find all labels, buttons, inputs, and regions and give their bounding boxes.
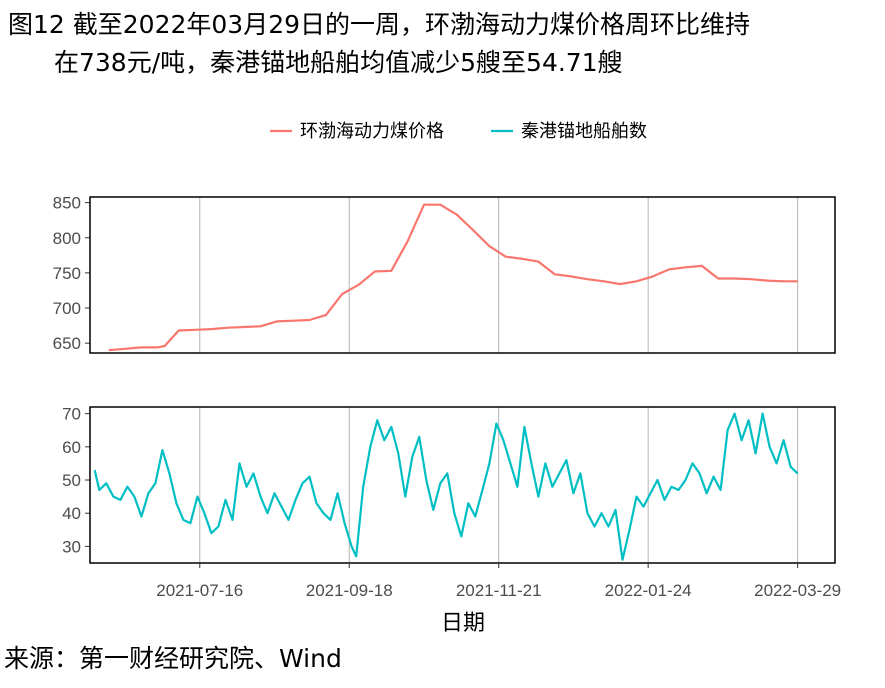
x-tick-label: 2021-11-21 [456,581,542,600]
x-tick-label: 2022-01-24 [605,581,692,600]
y-tick-label: 700 [53,299,81,318]
y-tick-label: 30 [62,537,81,556]
ship-count-panel: 30 40 50 60 70 [62,405,836,564]
caption-line-2: 在738元/吨，秦港锚地船舶均值减少5艘至54.71艘 [54,48,623,77]
x-axis: 2021-07-16 2021-09-18 2021-11-21 2022-01-24… [156,563,841,600]
y-tick-label: 750 [53,264,81,283]
y-tick-label: 650 [53,334,81,353]
x-tick-label: 2022-03-29 [754,581,841,600]
series-line-coal-price [108,203,798,352]
panel-frame [89,196,836,354]
y-tick-label: 40 [62,504,81,523]
y-tick-label: 50 [62,471,81,490]
y-tick-label: 60 [62,438,81,457]
x-tick-label: 2021-07-16 [156,581,243,600]
figure-caption: 图12 截至2022年03月29日的一周，环渤海动力煤价格周环比维持 在738元… [8,6,880,82]
chart-legend: 环渤海动力煤价格 秦港锚地船舶数 [270,121,647,142]
x-tick-label: 2021-09-18 [306,581,393,600]
legend-label-coal-price: 环渤海动力煤价格 [300,121,444,142]
series-line-ship-count [93,412,799,561]
source-note: 来源：第一财经研究院、Wind [4,644,342,673]
y-tick-label: 70 [62,405,81,424]
x-axis-label: 日期 [441,611,485,636]
coal-price-panel: 650 700 750 800 850 [53,194,836,354]
y-tick-label: 800 [53,229,81,248]
caption-line-1: 图12 截至2022年03月29日的一周，环渤海动力煤价格周环比维持 [8,10,751,39]
y-tick-label: 850 [53,194,81,213]
panel-frame [89,406,836,564]
legend-label-ship-count: 秦港锚地船舶数 [521,121,647,142]
